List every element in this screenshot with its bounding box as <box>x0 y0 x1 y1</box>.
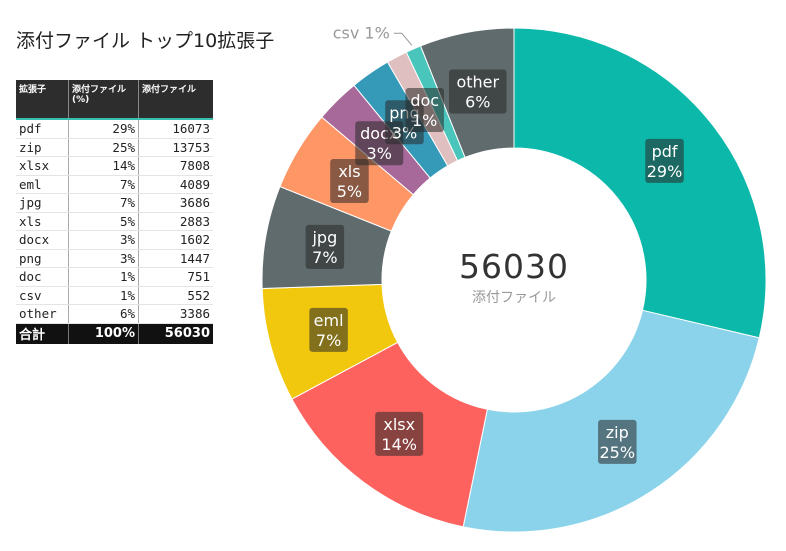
slice-label-name: doc <box>410 91 439 110</box>
slice-label-percent: 29% <box>647 162 683 181</box>
slice-label-name: eml <box>314 311 344 330</box>
table-row[interactable]: eml 7% 4089 <box>16 175 213 194</box>
slice-label-name: jpg <box>311 228 337 247</box>
cell-extension: jpg <box>16 193 69 213</box>
table-total-row: 合計 100% 56030 <box>16 323 213 344</box>
cell-count: 3686 <box>138 193 213 213</box>
table-body: pdf 29% 16073 zip 25% 13753 xlsx 14% 7808 eml 7% 40… <box>16 119 213 324</box>
cell-percent: 1% <box>68 286 139 305</box>
cell-extension: csv <box>16 286 69 305</box>
slice-label-percent: 6% <box>465 92 490 111</box>
cell-count: 7808 <box>138 156 213 176</box>
slice-label-percent: 3% <box>367 144 392 163</box>
cell-percent: 29% <box>68 119 139 139</box>
cell-percent: 6% <box>68 304 139 324</box>
cell-extension: other <box>16 304 69 324</box>
slice-label-box <box>375 411 424 456</box>
table-row[interactable]: xlsx 14% 7808 <box>16 156 213 176</box>
cell-extension: zip <box>16 138 69 157</box>
slice-label-name: xlsx <box>383 415 415 434</box>
cell-percent: 7% <box>68 193 139 213</box>
col-header-percent[interactable]: 添付ファイル (%) <box>68 80 139 120</box>
cell-count: 16073 <box>138 119 213 139</box>
cell-extension: eml <box>16 175 69 194</box>
table-row[interactable]: other 6% 3386 <box>16 304 213 324</box>
table-row[interactable]: doc 1% 751 <box>16 267 213 287</box>
center-total-label: 添付ファイル <box>472 290 556 306</box>
slice-label-percent: 1% <box>412 111 437 130</box>
cell-extension: pdf <box>16 119 69 139</box>
slice-label-percent: 14% <box>381 435 417 454</box>
cell-extension: xlsx <box>16 156 69 176</box>
slice-label-percent: 7% <box>316 331 341 350</box>
center-total-value: 56030 <box>459 247 569 286</box>
cell-percent: 14% <box>68 156 139 176</box>
total-count: 56030 <box>138 323 213 344</box>
table-row[interactable]: zip 25% 13753 <box>16 138 213 157</box>
slice-label-name: xls <box>338 162 360 181</box>
cell-count: 4089 <box>138 175 213 194</box>
cell-count: 13753 <box>138 138 213 157</box>
slice-pdf[interactable] <box>513 27 767 339</box>
slice-label-name: pdf <box>652 142 678 161</box>
slice-label-percent: 7% <box>312 248 337 267</box>
slice-label-box <box>330 159 369 204</box>
cell-extension: png <box>16 249 69 268</box>
cell-extension: docx <box>16 230 69 250</box>
table-row[interactable]: docx 3% 1602 <box>16 230 213 250</box>
slice-label-percent: 5% <box>337 182 362 201</box>
cell-percent: 7% <box>68 175 139 194</box>
cell-percent: 5% <box>68 212 139 231</box>
slice-label-box <box>598 419 637 464</box>
slice-label-box <box>405 88 444 133</box>
cell-count: 1602 <box>138 230 213 250</box>
slice-label-csv: csv 1% <box>333 23 390 42</box>
table-row[interactable]: jpg 7% 3686 <box>16 193 213 213</box>
total-percent: 100% <box>68 323 139 344</box>
table-row[interactable]: pdf 29% 16073 <box>16 119 213 139</box>
slice-label-box <box>305 224 345 269</box>
cell-count: 751 <box>138 267 213 287</box>
cell-count: 3386 <box>138 304 213 324</box>
cell-extension: xls <box>16 212 69 231</box>
slice-label-box <box>309 307 348 352</box>
table-row[interactable]: xls 5% 2883 <box>16 212 213 231</box>
cell-percent: 1% <box>68 267 139 287</box>
table-row[interactable]: png 3% 1447 <box>16 249 213 268</box>
chart-title: 添付ファイル トップ10拡張子 <box>16 30 275 52</box>
table-row[interactable]: csv 1% 552 <box>16 286 213 305</box>
col-header-count[interactable]: 添付ファイル <box>138 80 213 120</box>
cell-extension: doc <box>16 267 69 287</box>
total-label: 合計 <box>16 323 69 344</box>
slice-labels: pdf29%zip25%xlsx14%eml7%jpg7%xls5%docx3%… <box>305 23 684 464</box>
slice-label-percent: 25% <box>600 443 636 462</box>
slice-label-name: zip <box>606 423 629 442</box>
cell-count: 2883 <box>138 212 213 231</box>
slice-label-box <box>645 138 684 183</box>
cell-count: 552 <box>138 286 213 305</box>
col-header-extension[interactable]: 拡張子 <box>16 80 69 120</box>
cell-percent: 3% <box>68 249 139 268</box>
slice-label-name: other <box>456 72 499 91</box>
slice-label-box <box>449 69 507 114</box>
cell-count: 1447 <box>138 249 213 268</box>
table-header-row: 拡張子 添付ファイル (%) 添付ファイル <box>16 80 213 120</box>
cell-percent: 3% <box>68 230 139 250</box>
summary-table: 拡張子 添付ファイル (%) 添付ファイル pdf 29% 16073 zip 25% 1… <box>16 80 213 344</box>
cell-percent: 25% <box>68 138 139 157</box>
slice-leader-line <box>393 32 413 46</box>
